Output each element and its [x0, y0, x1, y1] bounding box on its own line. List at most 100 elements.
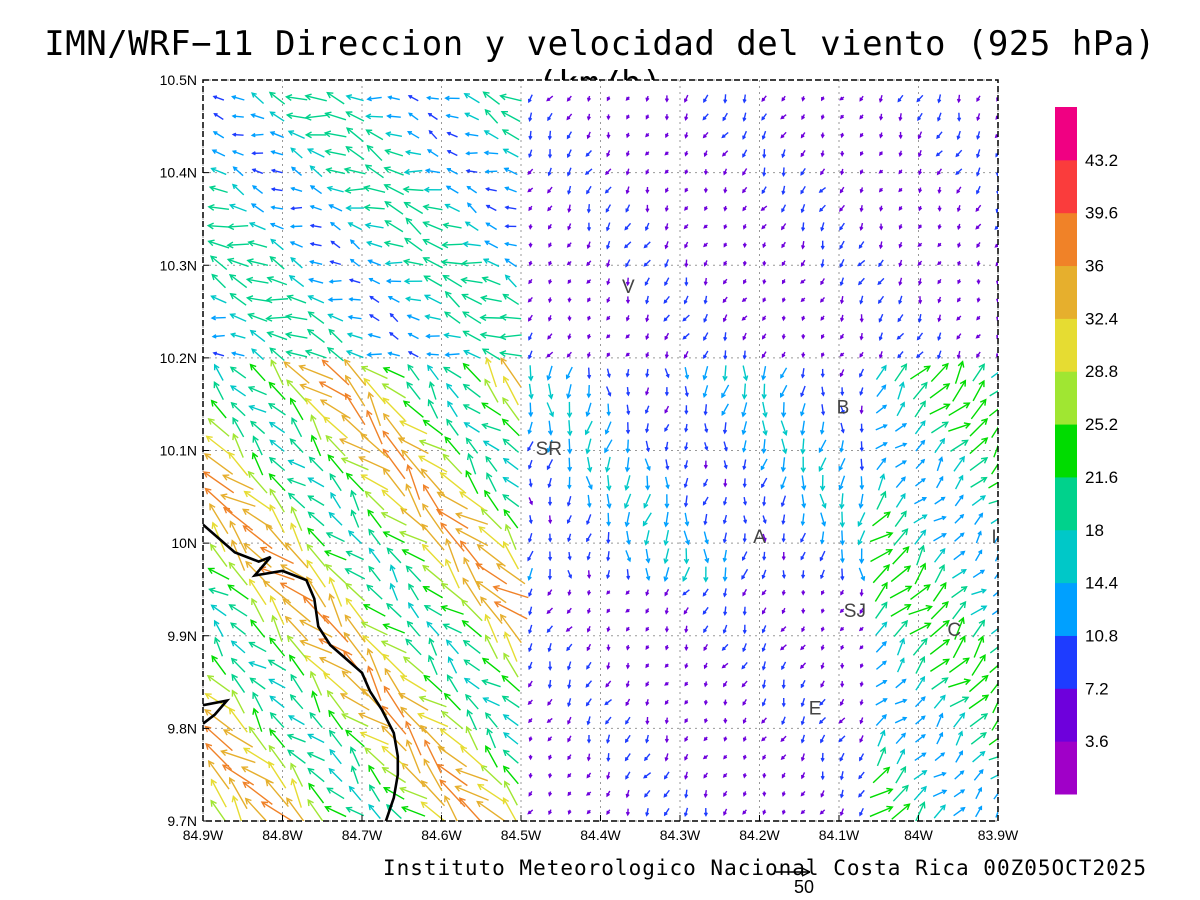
wind-vector-head — [664, 628, 669, 633]
wind-vector-head — [943, 383, 951, 390]
wind-vector — [892, 784, 909, 802]
wind-vector-shaft — [330, 260, 342, 266]
wind-vector-head — [587, 574, 592, 579]
wind-vector-head — [567, 738, 571, 743]
wind-vector — [423, 294, 442, 305]
wind-vector-shaft — [929, 403, 950, 415]
wind-vector-head — [663, 558, 669, 565]
wind-vector-head — [741, 556, 746, 562]
wind-vector-head — [245, 560, 253, 568]
wind-vector — [502, 396, 520, 421]
wind-vector — [820, 644, 825, 651]
wind-vector — [548, 809, 552, 816]
wind-vector-shaft — [383, 468, 406, 497]
wind-vector-head — [344, 614, 352, 622]
wind-vector-shaft — [227, 258, 249, 268]
wind-vector-shaft — [205, 488, 233, 514]
wind-vector — [229, 385, 247, 397]
wind-vector-shaft — [438, 746, 468, 768]
wind-vector-head — [881, 714, 887, 720]
wind-vector-head — [228, 273, 237, 281]
wind-vector — [703, 625, 709, 634]
wind-vector-head — [307, 311, 315, 318]
wind-vector-head — [269, 695, 276, 702]
wind-vector-head — [703, 719, 708, 724]
wind-vector-shaft — [252, 436, 263, 456]
wind-vector — [897, 351, 904, 359]
wind-vector-shaft — [483, 258, 500, 268]
wind-vector-shaft — [890, 604, 911, 617]
wind-vector-shaft — [359, 456, 391, 472]
wind-vector-shaft — [990, 371, 998, 379]
wind-vector-shaft — [896, 749, 905, 765]
wind-vector-head — [1001, 732, 1007, 737]
wind-vector — [893, 528, 909, 546]
wind-vector — [285, 349, 308, 358]
wind-vector-shaft — [703, 531, 708, 544]
wind-vector — [703, 662, 708, 670]
wind-vector-shaft — [204, 725, 233, 752]
wind-vector-shaft — [665, 459, 669, 470]
wind-vector-head — [502, 396, 509, 405]
wind-vector-shaft — [800, 403, 806, 416]
wind-vector-head — [423, 294, 431, 301]
wind-vector-shaft — [267, 277, 288, 286]
wind-vector-head — [820, 281, 824, 286]
wind-vector-shaft — [931, 421, 949, 434]
wind-vector-head — [923, 365, 932, 372]
wind-vector-head — [265, 314, 273, 322]
wind-vector — [702, 606, 709, 615]
wind-vector-head — [231, 794, 239, 803]
wind-vector — [625, 771, 631, 780]
wind-vector-head — [528, 737, 533, 742]
wind-vector-shaft — [319, 657, 352, 674]
wind-vector — [307, 733, 325, 744]
wind-vector-head — [625, 720, 629, 725]
wind-vector-head — [492, 584, 500, 592]
wind-vector — [307, 477, 325, 488]
wind-vector-head — [625, 608, 630, 613]
wind-vector-head — [723, 355, 728, 360]
wind-vector-head — [645, 682, 650, 688]
wind-vector — [703, 277, 708, 286]
wind-vector-shaft — [444, 311, 461, 324]
wind-vector — [839, 440, 844, 453]
wind-vector-head — [308, 456, 316, 464]
wind-vector — [348, 297, 361, 302]
wind-vector-head — [607, 392, 612, 397]
wind-vector — [422, 419, 444, 436]
wind-vector — [915, 458, 926, 470]
wind-vector-head — [821, 334, 825, 340]
wind-vector-shaft — [227, 243, 249, 246]
wind-vector — [326, 689, 345, 714]
wind-vector-shaft — [968, 675, 989, 693]
wind-vector-head — [840, 576, 845, 581]
wind-vector — [586, 456, 593, 473]
wind-vector — [914, 420, 926, 435]
wind-vector-shaft — [481, 402, 502, 416]
wind-vector-shaft — [955, 731, 963, 746]
wind-vector-head — [226, 257, 235, 265]
wind-vector — [875, 364, 887, 380]
wind-vector-shaft — [252, 692, 264, 712]
wind-vector — [567, 735, 572, 743]
wind-vector-head — [407, 332, 413, 337]
wind-vector-head — [981, 417, 989, 425]
wind-vector — [801, 608, 806, 615]
wind-vector-head — [937, 280, 942, 285]
wind-vector — [723, 350, 728, 360]
wind-vector — [625, 369, 630, 378]
wind-vector — [917, 313, 922, 323]
wind-vector-shaft — [445, 291, 461, 308]
wind-vector-shaft — [932, 789, 947, 797]
wind-vector-shaft — [366, 584, 383, 600]
wind-vector — [839, 259, 845, 268]
y-tick-label: 9.8N — [167, 720, 197, 736]
wind-vector-head — [428, 381, 435, 388]
wind-vector-head — [858, 503, 864, 509]
y-tick-label: 9.9N — [167, 628, 197, 644]
wind-vector-head — [722, 519, 727, 525]
wind-vector-head — [566, 502, 571, 507]
wind-vector — [210, 604, 227, 617]
wind-vector — [801, 315, 806, 322]
